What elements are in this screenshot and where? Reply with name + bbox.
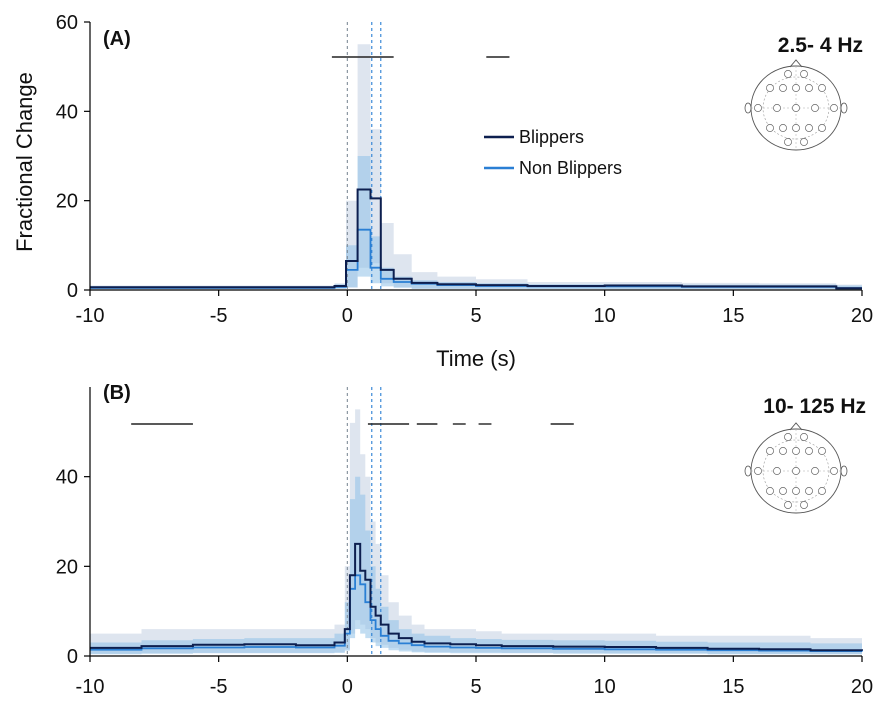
panel-b: -10 -5 0 5 10 15 20 0 20 40 (B) 10- 125 Hz <box>56 382 873 698</box>
y-tick-label: 40 <box>56 101 78 123</box>
event-markers <box>346 387 382 656</box>
x-tick-label: 10 <box>594 676 616 698</box>
legend: Blippers Non Blippers <box>484 127 622 178</box>
blippers-confidence-band <box>90 44 862 290</box>
x-tick-label: -5 <box>210 676 228 698</box>
blippers-series-line <box>90 542 863 652</box>
non-blippers-confidence-band <box>90 476 862 655</box>
blippers-confidence-band <box>90 409 862 655</box>
x-tick-label: 20 <box>851 676 873 698</box>
x-tick-label: 20 <box>851 305 873 327</box>
x-tick-label: 0 <box>342 305 353 327</box>
y-tick-label: 20 <box>56 191 78 213</box>
panel-label-b: (B) <box>103 382 131 404</box>
legend-label-non-blippers: Non Blippers <box>519 158 622 178</box>
x-tick-label: 15 <box>722 676 744 698</box>
x-tick-label: 5 <box>470 305 481 327</box>
y-tick-label: 20 <box>56 556 78 578</box>
confidence-bands <box>90 44 862 290</box>
panel-a: -10 -5 0 5 10 15 20 0 20 40 60 (A) 2.5- 4 Hz Fract… <box>12 12 873 371</box>
confidence-bands <box>90 409 862 655</box>
y-tick-label: 40 <box>56 467 78 489</box>
non-blippers-confidence-band <box>90 156 862 290</box>
blippers-series-line <box>90 188 862 290</box>
x-tick-label: 10 <box>594 305 616 327</box>
axes <box>84 21 863 296</box>
x-tick-label: 5 <box>470 676 481 698</box>
y-tick-label: 0 <box>67 280 78 302</box>
band-label-b: 10- 125 Hz <box>763 395 866 418</box>
y-tick-label: 60 <box>56 12 78 34</box>
x-tick-label: 0 <box>342 676 353 698</box>
panel-label-a: (A) <box>103 28 131 50</box>
axes <box>84 387 863 662</box>
tick-labels: -10 -5 0 5 10 15 20 0 20 40 60 <box>56 12 873 327</box>
x-tick-label: -10 <box>76 676 105 698</box>
series-lines <box>90 188 862 290</box>
x-tick-label: -5 <box>210 305 228 327</box>
eeg-electrode-head-icon <box>744 59 848 151</box>
legend-label-blippers: Blippers <box>519 127 584 147</box>
series-lines <box>90 542 863 652</box>
x-axis-label: Time (s) <box>436 346 516 371</box>
band-label-a: 2.5- 4 Hz <box>778 34 863 57</box>
eeg-electrode-head-icon <box>744 422 848 514</box>
non-blippers-series-line <box>90 574 863 652</box>
y-axis-label: Fractional Change <box>12 72 37 252</box>
y-tick-label: 0 <box>67 646 78 668</box>
x-tick-label: -10 <box>76 305 105 327</box>
tick-labels: -10 -5 0 5 10 15 20 0 20 40 <box>56 467 873 698</box>
x-tick-label: 15 <box>722 305 744 327</box>
